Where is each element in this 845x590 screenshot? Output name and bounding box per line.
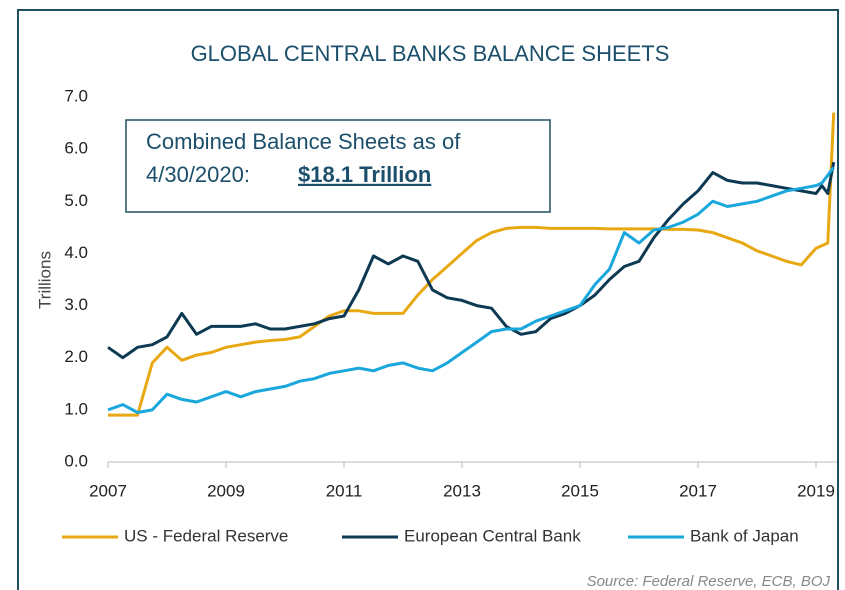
- annotation-highlight: $18.1 Trillion: [298, 162, 431, 187]
- series-line: [107, 161, 836, 360]
- frame: [17, 9, 839, 590]
- x-tick-label: 2007: [89, 481, 127, 500]
- y-tick-label: 1.0: [64, 399, 88, 418]
- legend-label: Bank of Japan: [690, 526, 799, 545]
- y-tick-label: 5.0: [64, 191, 88, 210]
- y-tick-label: 3.0: [64, 295, 88, 314]
- annotation-text: Combined Balance Sheets as of: [146, 129, 461, 154]
- legend-label: European Central Bank: [404, 526, 581, 545]
- x-tick-label: 2019: [797, 481, 835, 500]
- series-line: [108, 112, 836, 417]
- annotation-text: 4/30/2020:: [146, 162, 250, 187]
- chart-title: GLOBAL CENTRAL BANKS BALANCE SHEETS: [191, 41, 670, 66]
- y-axis-label: Trillions: [35, 251, 54, 309]
- y-tick-label: 6.0: [64, 139, 88, 158]
- x-tick-label: 2011: [326, 481, 363, 500]
- x-tick-label: 2009: [207, 481, 245, 500]
- series-line: [107, 166, 835, 414]
- x-tick-label: 2013: [443, 481, 481, 500]
- y-tick-label: 4.0: [64, 243, 88, 262]
- source-note: Source: Federal Reserve, ECB, BOJ: [587, 573, 831, 590]
- y-tick-label: 7.0: [64, 86, 88, 105]
- x-tick-label: 2015: [561, 481, 599, 500]
- y-tick-label: 2.0: [64, 347, 88, 366]
- y-tick-label: 0.0: [64, 451, 88, 470]
- annotation-box: [125, 119, 551, 213]
- x-tick-label: 2017: [679, 481, 717, 500]
- legend-label: US - Federal Reserve: [124, 526, 288, 545]
